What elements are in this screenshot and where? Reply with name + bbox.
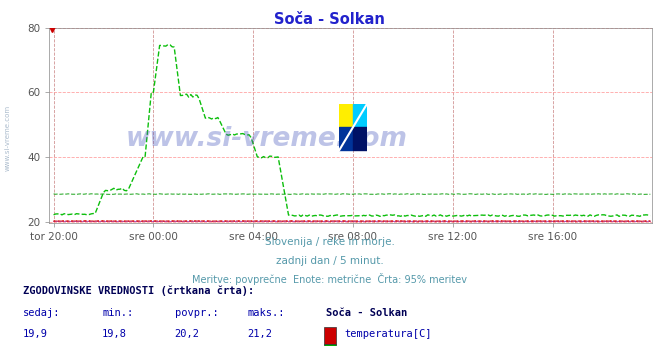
Text: Soča - Solkan: Soča - Solkan xyxy=(274,12,385,27)
Text: 20,2: 20,2 xyxy=(175,329,200,339)
Text: www.si-vreme.com: www.si-vreme.com xyxy=(125,126,407,152)
Bar xyxy=(339,104,353,127)
Text: 19,9: 19,9 xyxy=(23,329,48,339)
Text: 21,2: 21,2 xyxy=(247,329,272,339)
Text: www.si-vreme.com: www.si-vreme.com xyxy=(5,105,11,172)
Text: Soča - Solkan: Soča - Solkan xyxy=(326,308,407,318)
Text: sedaj:: sedaj: xyxy=(23,308,61,318)
Text: Meritve: povprečne  Enote: metrične  Črta: 95% meritev: Meritve: povprečne Enote: metrične Črta:… xyxy=(192,273,467,285)
Text: ZGODOVINSKE VREDNOSTI (črtkana črta):: ZGODOVINSKE VREDNOSTI (črtkana črta): xyxy=(23,285,254,296)
Text: temperatura[C]: temperatura[C] xyxy=(345,329,432,339)
Bar xyxy=(353,104,367,127)
Text: Slovenija / reke in morje.: Slovenija / reke in morje. xyxy=(264,237,395,247)
Text: povpr.:: povpr.: xyxy=(175,308,218,318)
Bar xyxy=(339,127,353,150)
Bar xyxy=(353,127,367,150)
Text: maks.:: maks.: xyxy=(247,308,285,318)
Text: min.:: min.: xyxy=(102,308,133,318)
Text: 19,8: 19,8 xyxy=(102,329,127,339)
Text: zadnji dan / 5 minut.: zadnji dan / 5 minut. xyxy=(275,256,384,266)
